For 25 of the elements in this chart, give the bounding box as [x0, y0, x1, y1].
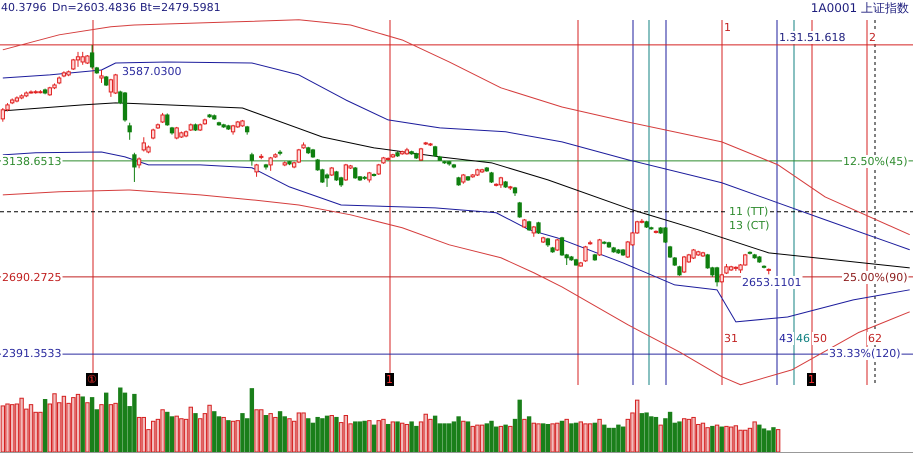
annotation: 33.33%(120) — [829, 347, 901, 360]
ref-line-label: 2690.2725 — [2, 271, 62, 284]
text: Bt=2479.5981 — [140, 1, 221, 14]
annotation: ① — [87, 373, 97, 386]
annotation: 12.50%(45) — [843, 155, 908, 168]
annotation: 43 — [779, 332, 793, 345]
annotation: 2653.1101 — [742, 276, 802, 289]
annotation: 13 (CT) — [729, 219, 770, 232]
ref-line-label: 2391.3533 — [2, 347, 62, 360]
annotation: 25.00%(90) — [843, 271, 908, 284]
annotation: 1 — [386, 373, 393, 386]
annotation: 50 — [813, 332, 827, 345]
text: 40.3796 — [1, 1, 46, 14]
annotation: 62 — [868, 332, 882, 345]
annotation: 2 — [869, 31, 876, 44]
annotation: 1.31.51.618 — [779, 31, 846, 44]
title: 1A0001 上证指数 — [810, 1, 909, 15]
ref-line-label: 3138.6513 — [2, 155, 62, 168]
annotation: 46 — [796, 332, 810, 345]
annotation: 31 — [724, 332, 738, 345]
annotation: 1 — [724, 21, 731, 34]
annotation: 11 (TT) — [729, 205, 768, 218]
text: Dn=2603.4836 — [52, 1, 136, 14]
ref-line-label: 3587.0300 — [122, 65, 182, 78]
annotation: 1 — [808, 373, 815, 386]
